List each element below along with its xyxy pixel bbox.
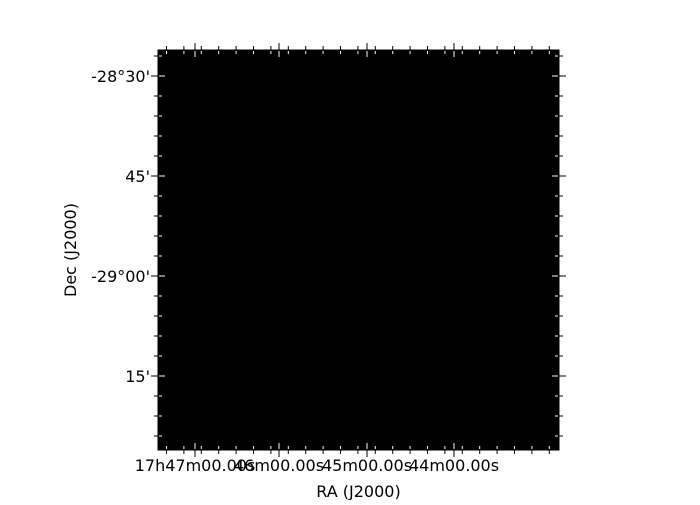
y-axis-label: Dec (J2000) — [61, 203, 80, 297]
x-axis-label: RA (J2000) — [316, 482, 400, 500]
y-tick-labels: -28°30' 45' -29°00' 15' — [91, 67, 150, 386]
tick-marks — [151, 43, 566, 457]
y-tick-label: 45' — [125, 167, 150, 186]
y-tick-label: -29°00' — [91, 267, 150, 286]
y-tick-label: 15' — [125, 367, 150, 386]
x-tick-label: 46m00.00s — [234, 456, 324, 475]
x-tick-label: 17h47m00.00s — [135, 456, 256, 475]
x-tick-label: 45m00.00s — [322, 456, 412, 475]
y-tick-label: -28°30' — [91, 67, 150, 86]
x-tick-label: 44m00.00s — [409, 456, 499, 475]
plot-frame — [157, 49, 560, 451]
sky-image — [158, 50, 559, 450]
